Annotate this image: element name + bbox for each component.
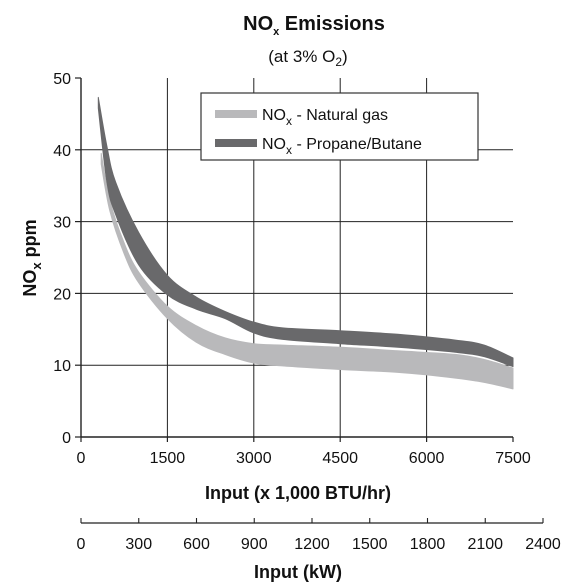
secondary-x-tick-label: 900 [241,536,268,553]
x-axis-label: Input (x 1,000 BTU/hr) [205,483,391,503]
y-tick-label: 10 [53,358,71,375]
secondary-x-tick-label: 0 [77,536,86,553]
y-tick-label: 40 [53,143,71,160]
x-ticks: 0 1500 3000 4500 6000 7500 [77,437,531,467]
chart-title-main: NO [243,13,273,35]
y-axis-label-subscript: x [29,262,44,270]
chart-title: NOx Emissions [243,13,385,38]
series-bands [97,96,514,390]
x-tick-label: 3000 [236,450,272,467]
y-axis-label-rest: ppm [20,219,40,262]
chart-title-subscript: x [273,26,280,38]
band-natural-gas [100,152,514,390]
x-tick-label: 4500 [322,450,358,467]
secondary-x-axis: 0 300 600 900 1200 1500 1800 2100 2400 [77,518,561,553]
band-propane-butane [97,96,514,368]
legend-label-natural-gas-post: - Natural gas [292,107,388,124]
x-tick-label: 1500 [150,450,186,467]
legend-label-natural-gas-subscript: x [286,114,292,128]
y-tick-label: 20 [53,286,71,303]
secondary-x-tick-label: 600 [183,536,210,553]
y-axis-label: NOx ppm [20,219,44,296]
chart-subtitle-subscript: 2 [335,55,342,69]
y-tick-label: 0 [62,430,71,447]
secondary-x-tick-label: 1200 [294,536,330,553]
x-tick-label: 0 [77,450,86,467]
chart-subtitle: (at 3% O2) [268,47,347,69]
secondary-x-tick-label: 300 [125,536,152,553]
y-ticks: 0 10 20 30 40 50 [53,71,81,447]
x-tick-label: 6000 [409,450,445,467]
secondary-x-axis-label: Input (kW) [254,562,342,582]
chart-subtitle-post: ) [342,47,348,66]
legend-label-propane-butane-post: - Propane/Butane [292,136,422,153]
plot-frame [80,78,513,438]
secondary-x-tick-label: 1800 [410,536,446,553]
y-axis-label-main: NO [20,270,40,297]
secondary-x-tick-label: 1500 [352,536,388,553]
legend-label-propane-butane-pre: NO [262,136,286,153]
legend-label-natural-gas-pre: NO [262,107,286,124]
chart-title-rest: Emissions [279,13,385,35]
chart-subtitle-pre: (at 3% O [268,47,335,66]
legend: NOx - Natural gas NOx - Propane/Butane [200,92,479,161]
legend-box [200,92,479,161]
y-tick-label: 50 [53,71,71,88]
y-tick-label: 30 [53,215,71,232]
legend-label-natural-gas: NOx - Natural gas [262,107,388,128]
secondary-x-tick-label: 2100 [467,536,503,553]
legend-label-propane-butane: NOx - Propane/Butane [262,136,422,157]
legend-label-propane-butane-subscript: x [286,143,292,157]
secondary-x-tick-label: 2400 [525,536,561,553]
x-tick-label: 7500 [495,450,531,467]
